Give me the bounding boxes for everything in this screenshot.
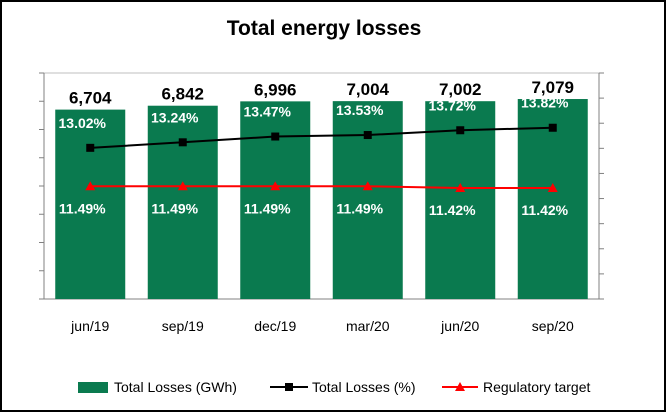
regulatory-target-line	[90, 185, 553, 190]
x-tick-label: jun/20	[440, 318, 479, 334]
bar-value-label: 6,996	[254, 80, 297, 99]
total-losses-label: 13.47%	[244, 104, 292, 120]
bar-value-label: 7,004	[346, 80, 389, 99]
regulatory-target-point	[547, 183, 558, 193]
total-losses-label: 13.24%	[151, 109, 199, 125]
total-losses-point	[363, 131, 372, 140]
total-losses-label: 13.02%	[59, 115, 107, 131]
regulatory-target-label: 11.49%	[244, 200, 291, 216]
regulatory-target-label: 11.42%	[521, 202, 568, 218]
bar-value-label: 7,079	[531, 78, 574, 97]
x-tick-label: mar/20	[346, 318, 390, 334]
x-tick-label: sep/20	[532, 318, 574, 334]
regulatory-target-label: 11.49%	[151, 200, 198, 216]
x-tick-labels: jun/19 sep/19 dec/19 mar/20 jun/20 sep/20	[70, 318, 574, 334]
bar-value-labels: 6,704 6,842 6,996 7,004 7,002 7,079	[69, 78, 574, 108]
axis-ticks	[39, 72, 604, 300]
regulatory-target-point	[455, 183, 466, 193]
legend-label-total: Total Losses (%)	[312, 379, 415, 395]
bar-value-label: 7,002	[439, 80, 482, 99]
legend-label-bar: Total Losses (GWh)	[114, 379, 237, 395]
total-losses-point	[178, 138, 187, 147]
total-losses-point	[548, 123, 557, 132]
chart-title: Total energy losses	[227, 17, 422, 40]
x-tick-label: dec/19	[254, 318, 296, 334]
regulatory-target-label: 11.49%	[59, 200, 106, 216]
bar-value-label: 6,704	[69, 89, 112, 108]
total-losses-point	[456, 126, 465, 135]
total-losses-line	[90, 126, 553, 149]
bar	[55, 109, 126, 299]
bar	[517, 99, 588, 299]
legend-marker-target	[455, 382, 465, 391]
total-losses-label: 13.53%	[336, 102, 384, 118]
legend: Total Losses (GWh) Total Losses (%) Regu…	[78, 379, 591, 395]
total-losses-point	[271, 132, 280, 141]
regulatory-target-point	[270, 181, 281, 191]
regulatory-target-point	[362, 181, 373, 191]
regulatory-target-label: 11.42%	[429, 202, 476, 218]
total-losses-label: 13.82%	[521, 95, 569, 111]
bar	[147, 105, 218, 299]
x-tick-label: sep/19	[162, 318, 204, 334]
total-losses-point	[86, 143, 95, 152]
legend-swatch-bar	[78, 382, 108, 393]
legend-marker-total	[285, 383, 293, 391]
x-tick-label: jun/19	[70, 318, 109, 334]
regulatory-target-point	[177, 181, 188, 191]
total-losses-label: 13.72%	[429, 97, 477, 113]
line-series	[85, 123, 558, 193]
legend-label-target: Regulatory target	[483, 379, 591, 395]
percent-labels: 13.02% 13.24% 13.47% 13.53% 13.72% 13.82% 11.4…	[59, 95, 570, 218]
axes	[39, 72, 604, 300]
regulatory-target-point	[85, 181, 96, 191]
bar-value-label: 6,842	[161, 85, 204, 104]
regulatory-target-label: 11.49%	[336, 200, 383, 216]
